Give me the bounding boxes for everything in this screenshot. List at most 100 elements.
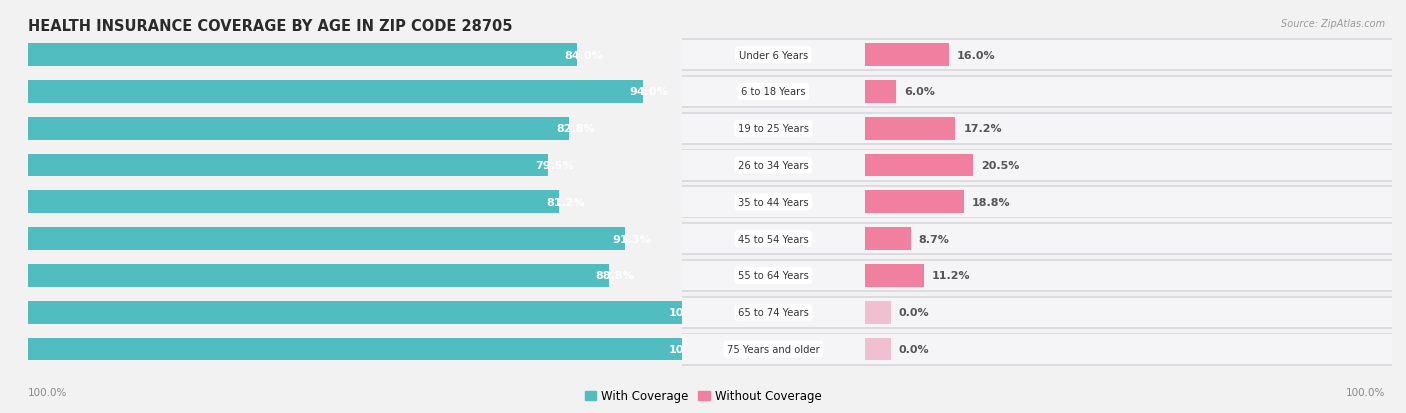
- Bar: [865, 44, 949, 67]
- Bar: [682, 223, 1336, 256]
- Bar: [682, 224, 1336, 254]
- Text: 0.0%: 0.0%: [898, 344, 929, 354]
- Bar: [682, 112, 1336, 145]
- Bar: [682, 149, 865, 182]
- Text: 91.3%: 91.3%: [612, 234, 651, 244]
- Bar: [682, 114, 1336, 144]
- Text: 19 to 25 Years: 19 to 25 Years: [738, 124, 808, 134]
- Legend: With Coverage, Without Coverage: With Coverage, Without Coverage: [579, 385, 827, 407]
- Text: 0.0%: 0.0%: [898, 308, 929, 318]
- Bar: [865, 333, 1392, 366]
- Bar: [28, 154, 548, 177]
- Bar: [682, 39, 1336, 72]
- Text: 100.0%: 100.0%: [669, 344, 714, 354]
- Bar: [865, 264, 924, 287]
- Text: 88.8%: 88.8%: [596, 271, 634, 281]
- Text: 84.0%: 84.0%: [564, 50, 603, 61]
- Bar: [865, 118, 956, 140]
- Bar: [682, 333, 865, 366]
- Bar: [865, 298, 1392, 327]
- Text: 35 to 44 Years: 35 to 44 Years: [738, 197, 808, 207]
- Bar: [682, 223, 865, 256]
- Text: 100.0%: 100.0%: [669, 308, 714, 318]
- Text: 45 to 54 Years: 45 to 54 Years: [738, 234, 808, 244]
- Text: 100.0%: 100.0%: [1346, 387, 1385, 397]
- Bar: [865, 149, 1392, 182]
- Bar: [28, 228, 626, 250]
- Bar: [682, 186, 1336, 219]
- Bar: [865, 338, 891, 361]
- Bar: [682, 39, 865, 72]
- Text: 94.0%: 94.0%: [630, 87, 668, 97]
- Text: 65 to 74 Years: 65 to 74 Years: [738, 308, 808, 318]
- Bar: [682, 76, 1336, 109]
- Bar: [865, 112, 1392, 145]
- Bar: [682, 114, 865, 144]
- Bar: [682, 151, 1336, 180]
- Bar: [682, 76, 865, 109]
- Bar: [682, 188, 865, 217]
- Bar: [865, 151, 1392, 180]
- Bar: [682, 188, 1336, 217]
- Text: 16.0%: 16.0%: [957, 50, 995, 61]
- Bar: [865, 223, 1392, 256]
- Bar: [682, 298, 1336, 327]
- Bar: [865, 228, 911, 250]
- Bar: [682, 259, 865, 292]
- Bar: [682, 112, 865, 145]
- Bar: [28, 81, 643, 104]
- Bar: [865, 76, 1392, 109]
- Text: 18.8%: 18.8%: [972, 197, 1011, 207]
- Bar: [865, 78, 1392, 107]
- Bar: [28, 264, 609, 287]
- Bar: [865, 335, 1392, 364]
- Bar: [682, 78, 865, 107]
- Text: 75 Years and older: 75 Years and older: [727, 344, 820, 354]
- Bar: [865, 114, 1392, 144]
- Bar: [28, 44, 578, 67]
- Bar: [865, 188, 1392, 217]
- Text: HEALTH INSURANCE COVERAGE BY AGE IN ZIP CODE 28705: HEALTH INSURANCE COVERAGE BY AGE IN ZIP …: [28, 19, 513, 33]
- Text: 79.5%: 79.5%: [534, 161, 574, 171]
- Bar: [682, 296, 865, 329]
- Bar: [682, 333, 1336, 366]
- Text: Under 6 Years: Under 6 Years: [738, 50, 808, 61]
- Bar: [682, 78, 1336, 107]
- Bar: [865, 186, 1392, 219]
- Bar: [682, 335, 1336, 364]
- Bar: [682, 41, 865, 70]
- Bar: [682, 298, 865, 327]
- Text: 11.2%: 11.2%: [932, 271, 970, 281]
- Bar: [865, 296, 1392, 329]
- Text: 20.5%: 20.5%: [981, 161, 1019, 171]
- Bar: [682, 149, 1336, 182]
- Bar: [682, 335, 865, 364]
- Bar: [682, 41, 1336, 70]
- Bar: [682, 186, 865, 219]
- Bar: [865, 154, 973, 177]
- Text: 6.0%: 6.0%: [904, 87, 935, 97]
- Text: 8.7%: 8.7%: [918, 234, 949, 244]
- Bar: [865, 261, 1392, 290]
- Text: 26 to 34 Years: 26 to 34 Years: [738, 161, 808, 171]
- Text: Source: ZipAtlas.com: Source: ZipAtlas.com: [1281, 19, 1385, 28]
- Text: 55 to 64 Years: 55 to 64 Years: [738, 271, 808, 281]
- Bar: [28, 301, 682, 324]
- Bar: [682, 261, 1336, 290]
- Text: 100.0%: 100.0%: [28, 387, 67, 397]
- Bar: [865, 41, 1392, 70]
- Bar: [865, 39, 1392, 72]
- Bar: [682, 224, 865, 254]
- Text: 81.2%: 81.2%: [546, 197, 585, 207]
- Bar: [865, 224, 1392, 254]
- Text: 6 to 18 Years: 6 to 18 Years: [741, 87, 806, 97]
- Bar: [682, 296, 1336, 329]
- Bar: [28, 338, 682, 361]
- Bar: [682, 259, 1336, 292]
- Bar: [865, 259, 1392, 292]
- Text: 17.2%: 17.2%: [963, 124, 1002, 134]
- Bar: [682, 151, 865, 180]
- Bar: [865, 191, 965, 214]
- Bar: [865, 81, 897, 104]
- Bar: [28, 191, 560, 214]
